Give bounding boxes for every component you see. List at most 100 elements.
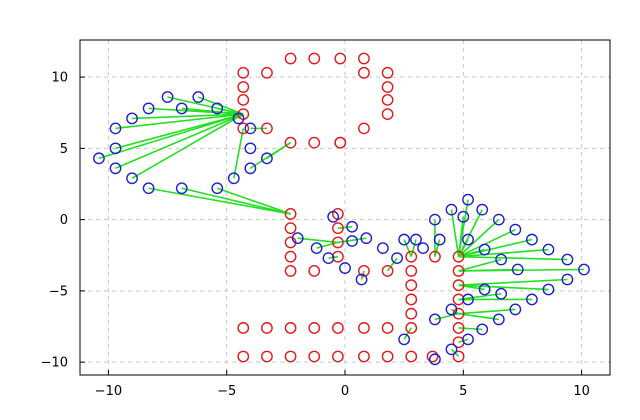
red-point [381,265,394,277]
red-point [308,136,321,149]
blue-point [310,242,323,255]
red-point [426,350,439,363]
x-tick-label: −5 [217,384,236,399]
connection-line [181,187,291,215]
blue-point [93,152,105,165]
blue-point [509,223,522,236]
red-point [381,108,394,121]
red-point [405,307,418,320]
connection-line [458,278,568,286]
blue-point [462,333,474,346]
blue-point [462,193,474,206]
red-point [284,208,297,220]
connection-line [360,270,365,280]
blue-point [542,243,555,256]
connection-line [458,255,568,261]
red-point [284,350,297,363]
blue-point [261,152,273,165]
connection-line [458,284,549,291]
blue-point [327,210,340,223]
connection-line [458,308,516,315]
blue-point [526,293,538,306]
red-point [452,293,465,306]
red-point [284,52,297,65]
red-point [308,265,321,277]
connection-line [98,113,244,160]
red-point [237,350,250,363]
connection-line [297,237,338,244]
connection-line [457,199,469,257]
red-point [381,66,394,79]
blue-point [478,243,491,256]
blue-point [360,232,373,245]
blue-point [462,293,474,306]
y-tick-label: 5 [60,142,68,157]
red-point [452,265,465,277]
blue-point [542,283,555,296]
connection-line [458,219,500,258]
blue-point [429,213,441,226]
red-series [237,52,465,363]
red-point [237,81,250,93]
red-point [284,265,297,277]
blue-point [126,112,138,125]
blue-point [142,102,155,115]
y-tick-label: −10 [41,356,68,371]
connection-line [132,113,244,120]
connection-lines [98,96,584,358]
red-point [358,52,370,65]
red-point [452,279,465,292]
blue-point [445,303,458,316]
red-point [261,122,273,135]
connection-line [216,187,291,215]
y-axis-ticks: −10 −5 0 5 10 [41,71,85,371]
connection-line [337,225,353,229]
blue-point [211,182,224,195]
red-point [405,322,418,334]
connection-line [403,327,412,340]
blue-point [244,162,257,175]
blue-point [142,182,155,195]
blue-point [346,235,358,247]
red-point [308,52,321,65]
red-point [452,250,465,263]
red-point [358,122,370,135]
red-point [261,350,273,363]
connection-line [458,248,485,258]
blue-point [457,210,470,223]
blue-point [175,102,188,115]
blue-point [417,242,429,255]
x-axis-ticks: −10 −5 0 5 10 [95,370,590,399]
connection-line [458,312,499,321]
connection-line [458,268,518,272]
connection-line [450,209,460,257]
blue-point [398,233,411,246]
blue-point [476,323,489,336]
red-point [261,66,273,79]
red-point [284,250,297,263]
blue-point [492,313,505,326]
connection-line [410,239,417,257]
blue-point [322,252,335,265]
red-point [405,279,418,292]
x-tick-label: 10 [573,384,590,399]
red-point [237,66,250,79]
y-tick-label: 10 [51,71,68,86]
connection-line [458,284,485,291]
blue-point [109,162,122,175]
x-tick-label: 5 [459,384,467,399]
blue-point [509,303,522,316]
blue-point [462,233,474,246]
y-tick-label: −5 [49,284,68,299]
blue-series [93,91,590,366]
red-point [332,350,344,363]
blue-point [476,203,489,216]
red-point [332,222,344,235]
blue-point [391,252,403,265]
red-point [405,250,418,263]
red-point [308,322,321,334]
red-point [429,250,441,263]
x-tick-label: −10 [95,384,122,399]
y-tick-label: 0 [60,213,68,228]
